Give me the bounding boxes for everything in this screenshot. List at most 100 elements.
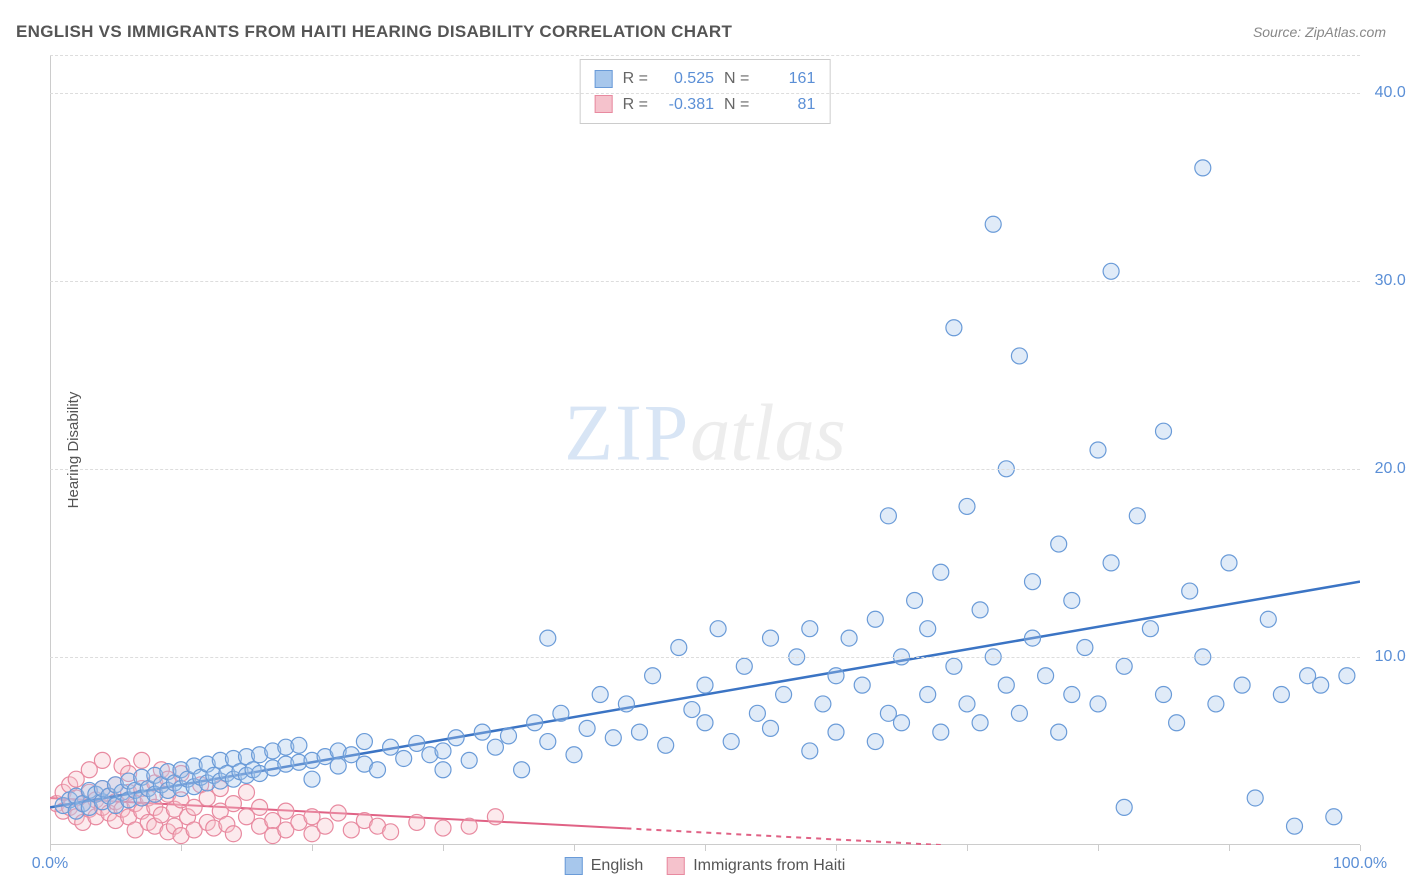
data-point: [1116, 799, 1132, 815]
data-point: [239, 784, 255, 800]
data-point: [94, 752, 110, 768]
legend-item-english: English: [565, 857, 643, 875]
data-point: [1156, 423, 1172, 439]
legend-label-haiti: Immigrants from Haiti: [693, 857, 845, 875]
bottom-legend: English Immigrants from Haiti: [565, 857, 846, 875]
x-tick-label: 100.0%: [1333, 855, 1387, 873]
n-label: N =: [724, 92, 749, 118]
data-point: [998, 677, 1014, 693]
data-point: [1077, 640, 1093, 656]
data-point: [1221, 555, 1237, 571]
data-point: [579, 720, 595, 736]
scatter-svg: [50, 55, 1360, 845]
data-point: [553, 705, 569, 721]
data-point: [710, 621, 726, 637]
n-value-english: 161: [759, 66, 815, 92]
data-point: [763, 720, 779, 736]
data-point: [435, 743, 451, 759]
data-point: [278, 803, 294, 819]
data-point: [1051, 724, 1067, 740]
data-point: [1169, 715, 1185, 731]
data-point: [1234, 677, 1250, 693]
data-point: [920, 621, 936, 637]
data-point: [291, 737, 307, 753]
data-point: [1287, 818, 1303, 834]
gridline: [50, 657, 1360, 658]
data-point: [632, 724, 648, 740]
stats-legend: R = 0.525 N = 161 R = -0.381 N = 81: [580, 59, 831, 124]
data-point: [802, 743, 818, 759]
data-point: [1142, 621, 1158, 637]
data-point: [1103, 555, 1119, 571]
x-tick: [1098, 845, 1099, 851]
data-point: [448, 730, 464, 746]
data-point: [304, 771, 320, 787]
data-point: [920, 687, 936, 703]
gridline: [50, 93, 1360, 94]
data-point: [461, 818, 477, 834]
data-point: [501, 728, 517, 744]
data-point: [697, 715, 713, 731]
data-point: [933, 724, 949, 740]
gridline: [50, 281, 1360, 282]
data-point: [854, 677, 870, 693]
legend-label-english: English: [591, 857, 643, 875]
data-point: [1011, 705, 1027, 721]
x-tick: [312, 845, 313, 851]
data-point: [605, 730, 621, 746]
data-point: [1051, 536, 1067, 552]
x-tick: [705, 845, 706, 851]
data-point: [763, 630, 779, 646]
data-point: [396, 750, 412, 766]
source-label: Source: ZipAtlas.com: [1253, 24, 1386, 40]
data-point: [1025, 574, 1041, 590]
data-point: [1339, 668, 1355, 684]
data-point: [540, 734, 556, 750]
data-point: [959, 498, 975, 514]
x-tick: [443, 845, 444, 851]
data-point: [330, 805, 346, 821]
data-point: [972, 715, 988, 731]
gridline: [50, 469, 1360, 470]
data-point: [841, 630, 857, 646]
data-point: [225, 796, 241, 812]
swatch-haiti: [595, 95, 613, 113]
swatch-english: [595, 70, 613, 88]
data-point: [514, 762, 530, 778]
data-point: [1064, 687, 1080, 703]
data-point: [1090, 442, 1106, 458]
data-point: [658, 737, 674, 753]
data-point: [540, 630, 556, 646]
x-tick: [836, 845, 837, 851]
y-tick-label: 20.0%: [1375, 460, 1406, 478]
data-point: [225, 826, 241, 842]
data-point: [1313, 677, 1329, 693]
x-tick: [50, 845, 51, 851]
x-tick: [1229, 845, 1230, 851]
stats-row-english: R = 0.525 N = 161: [595, 66, 816, 92]
data-point: [867, 734, 883, 750]
data-point: [736, 658, 752, 674]
data-point: [1182, 583, 1198, 599]
data-point: [1260, 611, 1276, 627]
legend-item-haiti: Immigrants from Haiti: [667, 857, 845, 875]
data-point: [409, 814, 425, 830]
n-value-haiti: 81: [759, 92, 815, 118]
data-point: [1116, 658, 1132, 674]
data-point: [487, 809, 503, 825]
r-value-haiti: -0.381: [658, 92, 714, 118]
n-label: N =: [724, 66, 749, 92]
data-point: [1025, 630, 1041, 646]
data-point: [815, 696, 831, 712]
stats-row-haiti: R = -0.381 N = 81: [595, 92, 816, 118]
data-point: [802, 621, 818, 637]
data-point: [1273, 687, 1289, 703]
data-point: [959, 696, 975, 712]
data-point: [933, 564, 949, 580]
y-tick-label: 10.0%: [1375, 648, 1406, 666]
r-label: R =: [623, 66, 648, 92]
data-point: [527, 715, 543, 731]
data-point: [383, 739, 399, 755]
data-point: [252, 799, 268, 815]
data-point: [370, 762, 386, 778]
